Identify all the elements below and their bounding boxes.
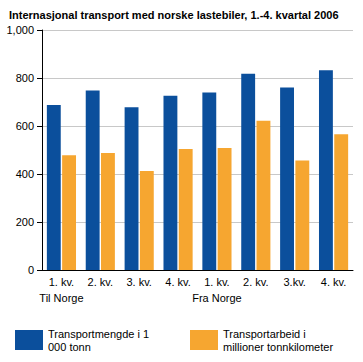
- svg-text:1,000: 1,000: [6, 24, 34, 36]
- svg-text:000 tonn: 000 tonn: [48, 341, 91, 353]
- svg-text:Internasjonal transport med no: Internasjonal transport med norske laste…: [9, 9, 339, 21]
- svg-text:3.kv.: 3.kv.: [283, 276, 305, 288]
- svg-text:1. kv.: 1. kv.: [204, 276, 229, 288]
- svg-text:millioner tonnkilometer: millioner tonnkilometer: [223, 341, 333, 353]
- svg-text:3. kv.: 3. kv.: [126, 276, 151, 288]
- svg-text:4. kv.: 4. kv.: [321, 276, 346, 288]
- svg-text:1. kv.: 1. kv.: [49, 276, 74, 288]
- svg-text:200: 200: [16, 216, 34, 228]
- svg-text:2. kv.: 2. kv.: [243, 276, 268, 288]
- svg-text:4. kv.: 4. kv.: [165, 276, 190, 288]
- svg-text:Til Norge: Til Norge: [39, 292, 83, 304]
- svg-text:2. kv.: 2. kv.: [88, 276, 113, 288]
- svg-text:Transportmengde i 1: Transportmengde i 1: [48, 328, 152, 340]
- svg-text:800: 800: [16, 72, 34, 84]
- svg-text:Transportarbeid i: Transportarbeid i: [223, 328, 309, 340]
- svg-text:400: 400: [16, 168, 34, 180]
- svg-text:600: 600: [16, 120, 34, 132]
- svg-text:0: 0: [28, 264, 34, 276]
- svg-text:Fra Norge: Fra Norge: [192, 292, 242, 304]
